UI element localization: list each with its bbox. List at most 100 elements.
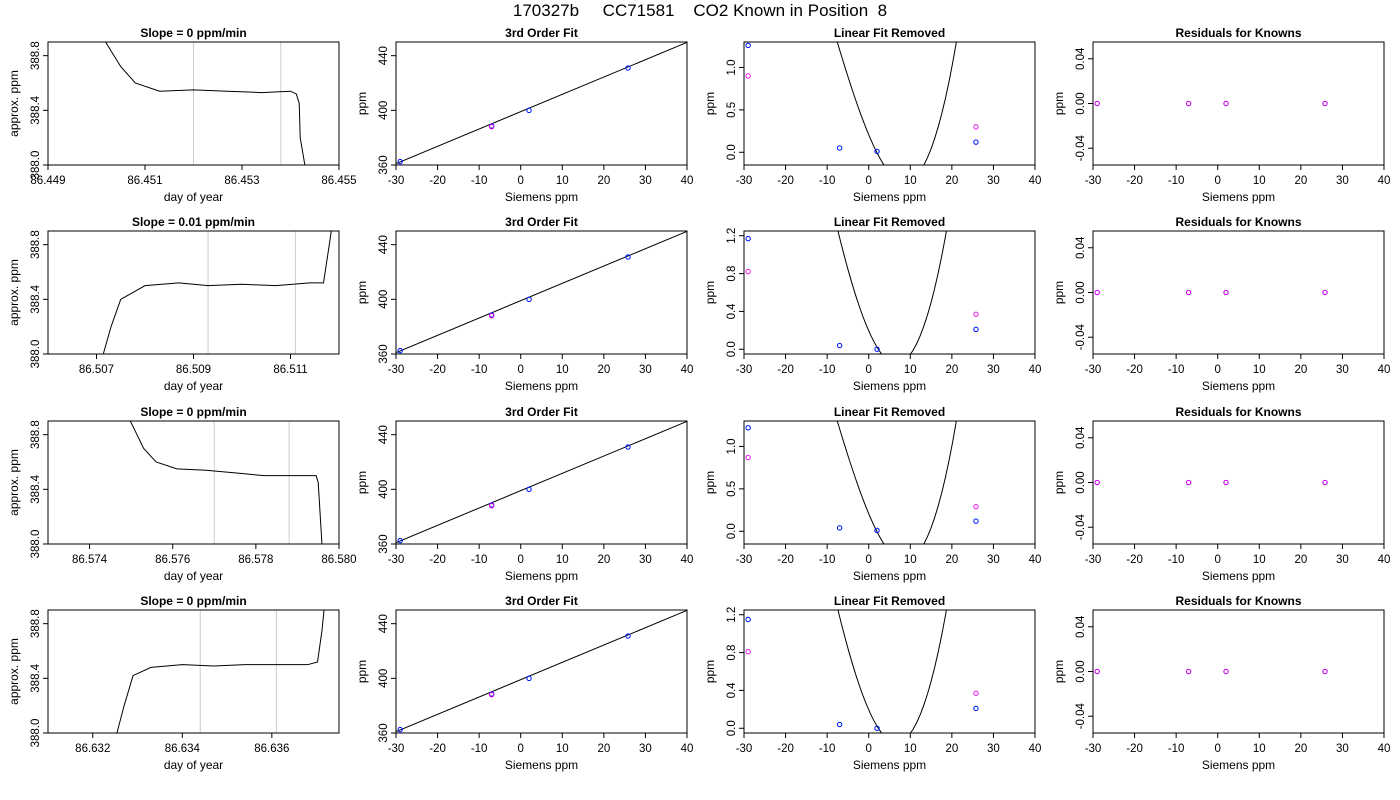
panel-3-2: 3rd Order Fit -30 -20 -10 0 10 20 30 40 360 400 440… — [355, 405, 693, 583]
data-point-blue — [625, 254, 631, 260]
data-point-blue — [625, 633, 631, 639]
panel-title: 3rd Order Fit — [505, 26, 578, 40]
plot-frame — [47, 41, 340, 166]
y-tick-label: 0.4 — [726, 303, 738, 320]
y-axis-label: approx. ppm — [7, 259, 21, 326]
x-tick-label: -20 — [1126, 364, 1143, 376]
y-tick-label: 388.0 — [30, 340, 42, 369]
y-axis-label: ppm — [703, 471, 717, 494]
data-point-blue — [625, 444, 631, 450]
y-tick-label: 0.04 — [1075, 615, 1087, 638]
panel-title: Slope = 0 ppm/min — [140, 26, 246, 40]
x-tick-label: 30 — [987, 743, 1000, 755]
x-tick-label: 40 — [681, 175, 694, 187]
x-tick-label: 40 — [681, 364, 694, 376]
data-point-blue — [397, 726, 403, 733]
x-tick-label: 40 — [681, 554, 694, 566]
data-point-blue — [526, 486, 532, 492]
x-tick-label: 20 — [597, 364, 610, 376]
x-tick-label: 20 — [1294, 554, 1307, 566]
y-tick-label: 440 — [378, 425, 390, 444]
x-tick-label: -30 — [736, 743, 753, 755]
x-tick-label: -10 — [1168, 743, 1185, 755]
data-point-blue — [874, 527, 880, 534]
y-axis-label: ppm — [1052, 281, 1066, 304]
x-tick-label: 86.511 — [273, 364, 307, 376]
y-tick-label: 388.8 — [30, 41, 42, 70]
data-point-blue — [397, 537, 403, 544]
x-tick-label: -30 — [736, 175, 753, 187]
data-point-magenta — [1094, 479, 1100, 486]
x-tick-label: 0 — [1215, 554, 1221, 566]
x-axis-label: Siemens ppm — [505, 758, 578, 772]
x-tick-label: -20 — [777, 743, 794, 755]
x-tick-label: 30 — [1336, 743, 1349, 755]
data-point-magenta — [1185, 100, 1192, 107]
x-tick-label: -10 — [1168, 175, 1185, 187]
y-tick-label: 0.8 — [726, 266, 738, 282]
panel-title: Residuals for Knowns — [1175, 594, 1301, 608]
panel-3-4: Residuals for Knowns -30 -20 -10 0 10 20 30 40 -0… — [1052, 405, 1390, 583]
y-tick-label: 388.8 — [30, 609, 42, 638]
x-tick-label: 0 — [518, 175, 524, 187]
panel-title: Residuals for Knowns — [1175, 215, 1301, 229]
x-tick-label: 30 — [639, 743, 652, 755]
data-point-blue — [973, 705, 979, 712]
y-tick-label: 400 — [378, 669, 390, 688]
panel-1-4: Residuals for Knowns -30 -20 -10 0 10 20 30 40 -0… — [1052, 26, 1390, 204]
data-point-blue — [526, 296, 532, 302]
y-tick-label: -0.04 — [1075, 514, 1087, 541]
x-axis-label: day of year — [164, 190, 223, 204]
panel-2-4: Residuals for Knowns -30 -20 -10 0 10 20 30 40 -0… — [1052, 215, 1390, 393]
plot-area — [1094, 289, 1328, 296]
data-point-blue — [397, 347, 403, 354]
x-tick-label: 86.578 — [238, 554, 273, 566]
y-tick-label: 388.8 — [30, 420, 42, 449]
plot-area — [102, 231, 332, 354]
y-tick-label: 388.8 — [30, 230, 42, 259]
plot-area — [1094, 668, 1328, 675]
panel-2-3: Linear Fit Removed -30 -20 -10 0 10 20 30 40 0.0 0… — [703, 215, 1042, 393]
series-line — [129, 421, 323, 544]
panel-3-1: Slope = 0 ppm/min 86.574 86.576 86.578 86.58… — [7, 405, 357, 583]
fit-line — [396, 42, 687, 165]
y-tick-label: 0.5 — [726, 102, 738, 118]
data-point-blue — [526, 675, 532, 681]
data-point-blue — [973, 139, 979, 145]
y-tick-label: 0.04 — [1075, 236, 1087, 259]
panel-4-4: Residuals for Knowns -30 -20 -10 0 10 20 30 40 -0… — [1052, 594, 1390, 772]
x-tick-label: 20 — [597, 554, 610, 566]
data-point-blue — [973, 518, 979, 524]
x-tick-label: 40 — [1029, 554, 1042, 566]
y-tick-label: 0.8 — [726, 645, 738, 661]
y-tick-label: 360 — [378, 723, 390, 742]
x-tick-label: -20 — [1126, 554, 1143, 566]
panel-3-3: Linear Fit Removed -30 -20 -10 0 10 20 30 40 0.0 0… — [703, 405, 1042, 583]
x-axis-label: day of year — [164, 758, 223, 772]
y-tick-label: 400 — [378, 101, 390, 120]
data-point-magenta — [1223, 100, 1229, 107]
fit-line — [396, 231, 687, 354]
x-tick-label: 40 — [1029, 364, 1042, 376]
data-point-blue — [397, 158, 403, 165]
x-tick-label: 86.455 — [321, 175, 356, 187]
fit-line — [396, 421, 687, 544]
plot-frame — [1092, 41, 1385, 166]
x-tick-label: 20 — [597, 175, 610, 187]
data-point-magenta — [1322, 479, 1328, 486]
y-axis-label: ppm — [703, 660, 717, 683]
x-axis-label: Siemens ppm — [853, 190, 926, 204]
data-point-magenta — [1322, 100, 1328, 107]
x-tick-label: 0 — [518, 743, 524, 755]
plot-area — [1094, 100, 1328, 107]
y-tick-label: 0.00 — [1075, 281, 1087, 303]
y-axis-label: ppm — [1052, 471, 1066, 494]
x-axis-label: Siemens ppm — [853, 379, 926, 393]
y-axis-label: ppm — [703, 92, 717, 115]
x-tick-label: -30 — [1085, 554, 1102, 566]
x-tick-label: 40 — [681, 743, 694, 755]
x-tick-label: -10 — [471, 364, 488, 376]
y-tick-label: 1.2 — [726, 607, 738, 623]
y-tick-label: 360 — [378, 155, 390, 174]
